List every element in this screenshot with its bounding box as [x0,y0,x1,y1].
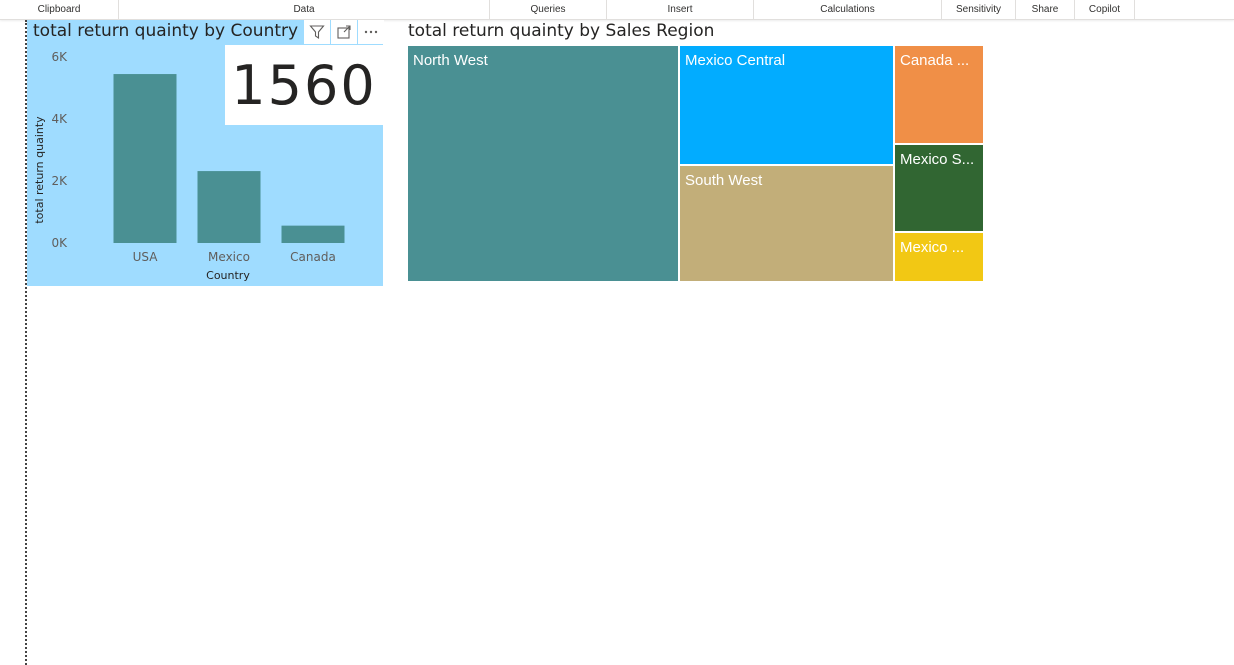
more-options-icon [364,30,378,34]
bar-chart-visual[interactable]: total return quainty by Country 0K 2K 4K 6K… [27,20,384,286]
ribbon-group-queries[interactable]: Queries [490,0,607,19]
kpi-card-value: 1560 [231,53,377,117]
treemap-label-north-west: North West [413,52,488,69]
treemap-label-mexico-other: Mexico ... [900,239,965,256]
filter-button[interactable] [304,20,330,44]
ribbon-group-calculations[interactable]: Calculations [754,0,942,19]
ribbon-group-sensitivity[interactable]: Sensitivity [942,0,1016,19]
treemap-tile-north-west[interactable]: North West [407,45,679,282]
treemap-title: total return quainty by Sales Region [408,21,715,41]
ribbon-group-insert[interactable]: Insert [607,0,754,19]
x-tick-label: Canada [290,250,336,264]
more-options-button[interactable] [358,20,384,44]
x-tick-label: USA [133,250,159,264]
y-tick-label: 4K [51,112,68,126]
canvas-boundary [25,20,27,665]
filter-icon [309,25,325,40]
ribbon-bar: Clipboard Data Queries Insert Calculatio… [0,0,1234,20]
treemap-tile-south-west[interactable]: South West [679,165,894,282]
ribbon-group-share[interactable]: Share [1016,0,1075,19]
treemap-tile-canada[interactable]: Canada ... [894,45,984,144]
focus-mode-icon [337,25,351,39]
bar-usa[interactable] [113,74,177,243]
y-tick-label: 0K [51,236,68,250]
bar-canada[interactable] [281,225,345,243]
bar-chart-title: total return quainty by Country [33,21,299,41]
focus-mode-button[interactable] [331,20,357,44]
kpi-card[interactable]: 1560 [225,45,383,125]
bar-mexico[interactable] [197,171,261,243]
y-tick-label: 6K [51,50,68,64]
treemap-tile-mexico-central[interactable]: Mexico Central [679,45,894,165]
treemap-tile-mexico-s[interactable]: Mexico S... [894,144,984,232]
x-axis-title: Country [206,269,250,282]
y-axis-title: total return quainty [33,116,46,224]
ribbon-group-copilot[interactable]: Copilot [1075,0,1135,19]
treemap-label-canada: Canada ... [900,52,970,69]
x-tick-label: Mexico [208,250,250,264]
treemap-visual[interactable]: North West Mexico Central South West Can… [407,20,984,282]
treemap-label-mexico-central: Mexico Central [685,52,786,69]
bar-chart-plot: 0K 2K 4K 6K USA Mexico Canada Country total re… [33,50,345,282]
treemap-tile-mexico-other[interactable]: Mexico ... [894,232,984,282]
ribbon-group-data[interactable]: Data [119,0,490,19]
ribbon-group-clipboard[interactable]: Clipboard [0,0,119,19]
treemap-label-mexico-s: Mexico S... [900,151,975,168]
y-tick-label: 2K [51,174,68,188]
treemap-label-south-west: South West [685,172,763,189]
